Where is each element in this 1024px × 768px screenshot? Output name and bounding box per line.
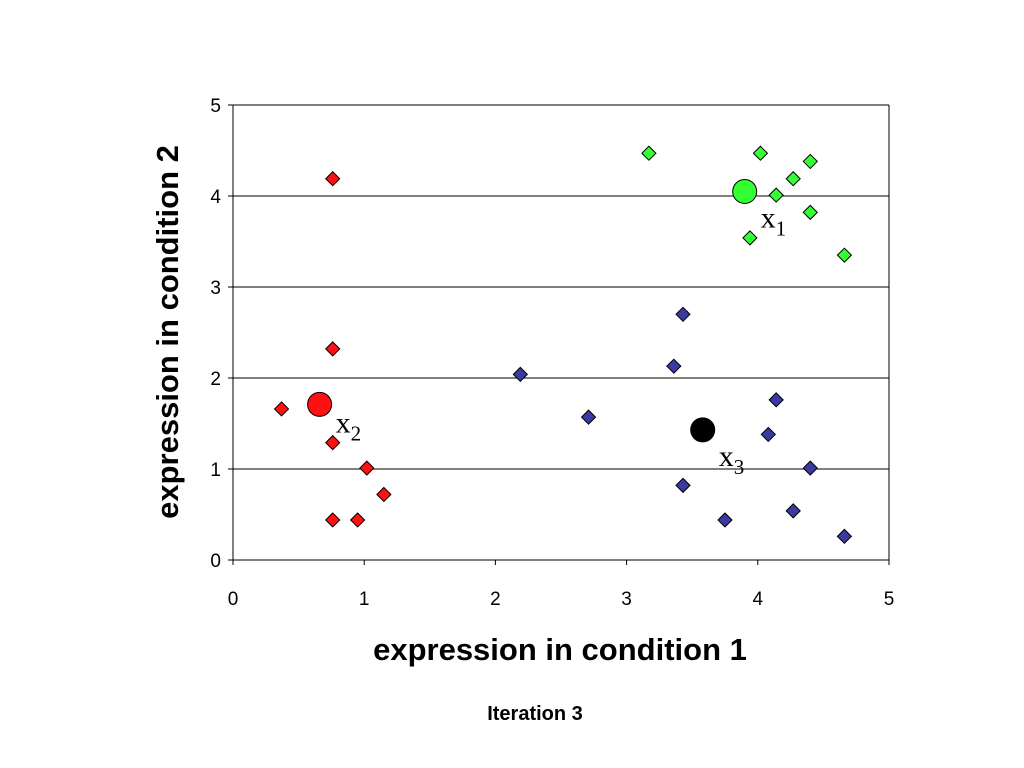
y-tick-label: 2 [210,369,221,390]
x-axis-title: expression in condition 1 [373,632,747,667]
y-tick-label: 4 [210,187,221,208]
centroid-subscript: 1 [776,216,787,240]
centroid-marker [307,391,333,417]
data-point-diamond [273,401,290,417]
data-point-diamond [785,503,801,519]
centroids: x1 x2 x3 [307,178,787,479]
data-point-diamond [325,434,341,451]
data-point-diamond [666,358,682,374]
axes [228,104,890,565]
y-tick-label: 5 [210,96,221,117]
data-point-diamond [325,341,341,357]
gridlines [233,104,889,470]
data-point-diamond [802,153,818,170]
centroid-label: x1 [761,201,787,240]
centroid-marker [690,417,716,443]
data-point-diamond [802,204,818,221]
centroid-marker [732,178,758,204]
data-point-diamond [325,512,341,528]
data-point-diamond [802,460,818,476]
data-point-diamond [580,409,597,425]
data-point-diamond [641,145,657,161]
data-point-diamond [717,512,733,528]
data-point-diamond [512,366,529,383]
tick-labels: 0 1 2 3 4 5 0 1 2 3 4 5 [210,96,894,610]
data-point-diamond [359,460,375,476]
data-point-diamond [836,528,853,545]
y-tick-label: 1 [210,460,221,481]
data-points [273,145,853,545]
data-point-diamond [742,230,758,246]
x-tick-label: 3 [621,589,632,610]
centroid-label: x3 [719,440,745,479]
data-point-diamond [675,306,691,323]
y-tick-label: 3 [210,278,221,299]
data-point-diamond [325,171,341,187]
data-point-diamond [752,145,769,161]
centroid-subscript: 2 [351,421,362,445]
x-tick-label: 4 [753,589,764,610]
centroid-label: x2 [336,406,362,445]
data-point-diamond [836,247,853,263]
data-point-diamond [349,512,366,528]
x-tick-label: 5 [884,589,895,610]
centroid-subscript: 3 [734,455,745,479]
data-point-diamond [768,187,784,203]
data-point-diamond [675,477,691,494]
y-tick-label: 0 [210,551,221,572]
x-tick-label: 2 [490,589,501,610]
data-point-diamond [768,392,784,408]
x-tick-label: 0 [228,589,239,610]
x-tick-label: 1 [359,589,370,610]
y-axis-title: expression in condition 2 [150,145,185,519]
chart-caption: Iteration 3 [487,703,583,725]
data-point-diamond [760,426,777,443]
data-point-diamond [376,486,392,503]
data-point-diamond [785,171,801,187]
